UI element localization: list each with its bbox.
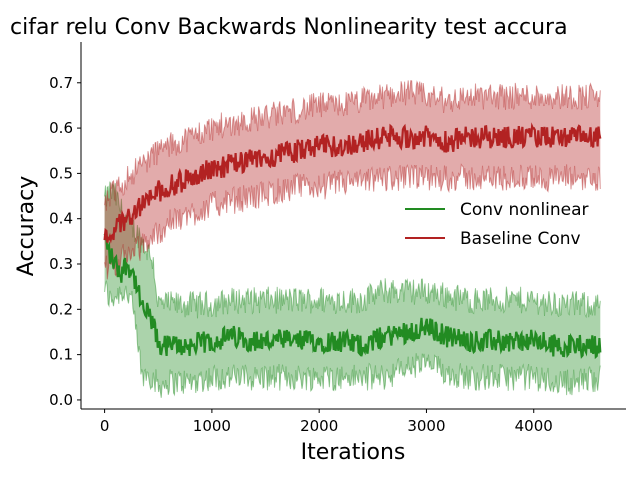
y-tick-label: 0.5 [49, 164, 73, 182]
y-axis-title: Accuracy [14, 176, 39, 276]
x-tick-label: 4000 [515, 417, 553, 435]
x-tick-label: 0 [100, 417, 110, 435]
x-tick-label: 2000 [300, 417, 338, 435]
y-tick-label: 0.2 [49, 300, 73, 318]
legend: Conv nonlinear Baseline Conv [405, 200, 589, 249]
line-conv-nonlinear [103, 233, 602, 360]
band-lower-conv-nonlinear [104, 280, 601, 398]
x-ticks: 0 1000 2000 3000 4000 [100, 409, 553, 435]
line-baseline-conv [103, 122, 602, 244]
band-lower-baseline-conv [104, 163, 601, 280]
y-tick-label: 0.7 [49, 74, 73, 92]
legend-label-conv-nonlinear: Conv nonlinear [460, 200, 589, 220]
band-upper-conv-nonlinear [104, 181, 601, 319]
chart-title: cifar relu Conv Backwards Nonlinearity t… [10, 15, 568, 40]
band-upper-baseline-conv [104, 80, 601, 211]
x-tick-label: 1000 [193, 417, 231, 435]
legend-label-baseline-conv: Baseline Conv [460, 229, 581, 249]
series-lines [103, 122, 602, 360]
y-tick-label: 0.4 [49, 210, 73, 228]
y-tick-label: 0.6 [49, 119, 73, 137]
x-axis-title: Iterations [301, 440, 406, 465]
y-tick-label: 0.0 [49, 391, 73, 409]
y-ticks: 0.0 0.1 0.2 0.3 0.4 0.5 0.6 0.7 [49, 74, 81, 409]
y-tick-label: 0.3 [49, 255, 73, 273]
axes [80, 42, 626, 410]
x-tick-label: 3000 [407, 417, 445, 435]
y-tick-label: 0.1 [49, 346, 73, 364]
